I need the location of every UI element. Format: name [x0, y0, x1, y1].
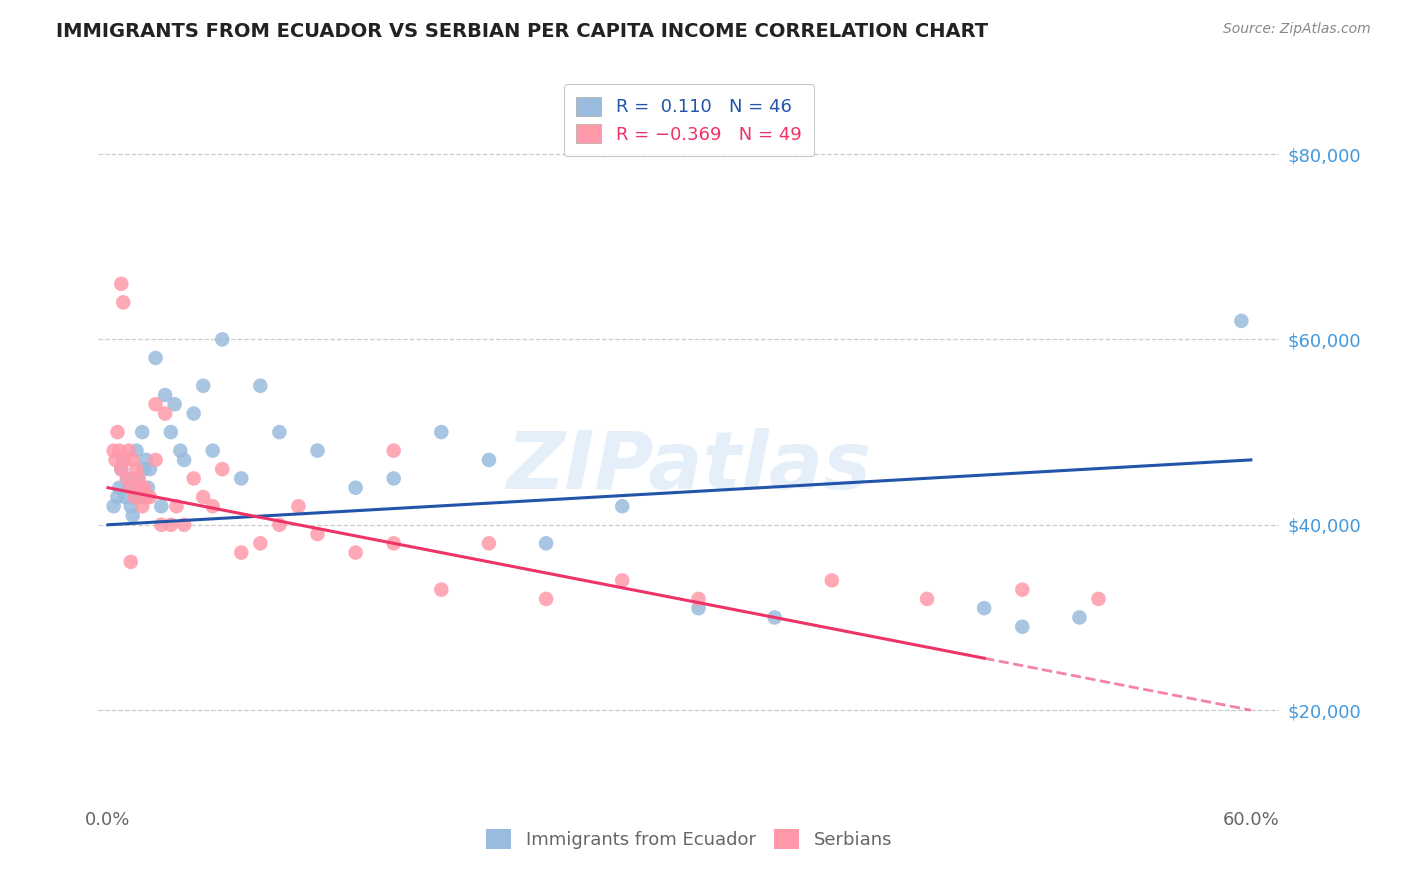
Point	[121, 508, 143, 523]
Point	[135, 490, 157, 504]
Point	[114, 490, 136, 504]
Point	[108, 481, 131, 495]
Point	[104, 453, 127, 467]
Point	[110, 277, 132, 291]
Point	[159, 425, 181, 439]
Point	[103, 443, 125, 458]
Point	[120, 500, 142, 514]
Legend: Immigrants from Ecuador, Serbians: Immigrants from Ecuador, Serbians	[477, 820, 901, 858]
Point	[382, 443, 405, 458]
Point	[108, 443, 131, 458]
Point	[145, 453, 167, 467]
Point	[688, 591, 710, 606]
Point	[134, 462, 156, 476]
Point	[136, 481, 159, 495]
Point	[201, 500, 224, 514]
Point	[120, 555, 142, 569]
Point	[688, 601, 710, 615]
Point	[112, 453, 135, 467]
Point	[307, 527, 329, 541]
Point	[344, 545, 367, 559]
Point	[153, 407, 176, 421]
Point	[131, 425, 153, 439]
Point	[249, 536, 271, 550]
Point	[249, 378, 271, 392]
Point	[821, 574, 844, 588]
Point	[231, 545, 253, 559]
Point	[183, 471, 205, 485]
Point	[145, 351, 167, 365]
Point	[134, 481, 156, 495]
Point	[115, 471, 138, 485]
Point	[166, 500, 188, 514]
Point	[344, 481, 367, 495]
Point	[153, 388, 176, 402]
Point	[193, 490, 215, 504]
Point	[478, 453, 501, 467]
Point	[125, 462, 148, 476]
Point	[129, 481, 152, 495]
Point	[1011, 582, 1033, 597]
Point	[150, 500, 173, 514]
Point	[150, 517, 173, 532]
Point	[973, 601, 995, 615]
Point	[915, 591, 938, 606]
Point	[131, 500, 153, 514]
Point	[382, 471, 405, 485]
Point	[118, 443, 141, 458]
Point	[145, 397, 167, 411]
Point	[1087, 591, 1109, 606]
Point	[115, 471, 138, 485]
Point	[129, 490, 152, 504]
Point	[201, 443, 224, 458]
Point	[127, 471, 149, 485]
Point	[107, 425, 129, 439]
Point	[307, 443, 329, 458]
Point	[430, 582, 453, 597]
Point	[193, 378, 215, 392]
Point	[211, 333, 233, 347]
Point	[173, 517, 195, 532]
Point	[114, 453, 136, 467]
Point	[121, 453, 143, 467]
Point	[534, 591, 557, 606]
Point	[478, 536, 501, 550]
Point	[124, 490, 146, 504]
Text: ZIPatlas: ZIPatlas	[506, 428, 872, 507]
Point	[430, 425, 453, 439]
Point	[139, 462, 162, 476]
Point	[231, 471, 253, 485]
Point	[107, 490, 129, 504]
Point	[125, 443, 148, 458]
Point	[269, 517, 291, 532]
Point	[612, 574, 634, 588]
Point	[127, 471, 149, 485]
Point	[612, 500, 634, 514]
Point	[269, 425, 291, 439]
Point	[110, 462, 132, 476]
Text: IMMIGRANTS FROM ECUADOR VS SERBIAN PER CAPITA INCOME CORRELATION CHART: IMMIGRANTS FROM ECUADOR VS SERBIAN PER C…	[56, 22, 988, 41]
Point	[103, 500, 125, 514]
Point	[1069, 610, 1091, 624]
Point	[159, 517, 181, 532]
Point	[1011, 620, 1033, 634]
Point	[173, 453, 195, 467]
Point	[1230, 314, 1253, 328]
Point	[118, 481, 141, 495]
Point	[124, 490, 146, 504]
Point	[763, 610, 786, 624]
Point	[287, 500, 309, 514]
Point	[183, 407, 205, 421]
Point	[110, 462, 132, 476]
Text: Source: ZipAtlas.com: Source: ZipAtlas.com	[1223, 22, 1371, 37]
Point	[163, 397, 186, 411]
Point	[211, 462, 233, 476]
Point	[382, 536, 405, 550]
Point	[169, 443, 191, 458]
Point	[112, 295, 135, 310]
Point	[135, 453, 157, 467]
Point	[120, 481, 142, 495]
Point	[139, 490, 162, 504]
Point	[534, 536, 557, 550]
